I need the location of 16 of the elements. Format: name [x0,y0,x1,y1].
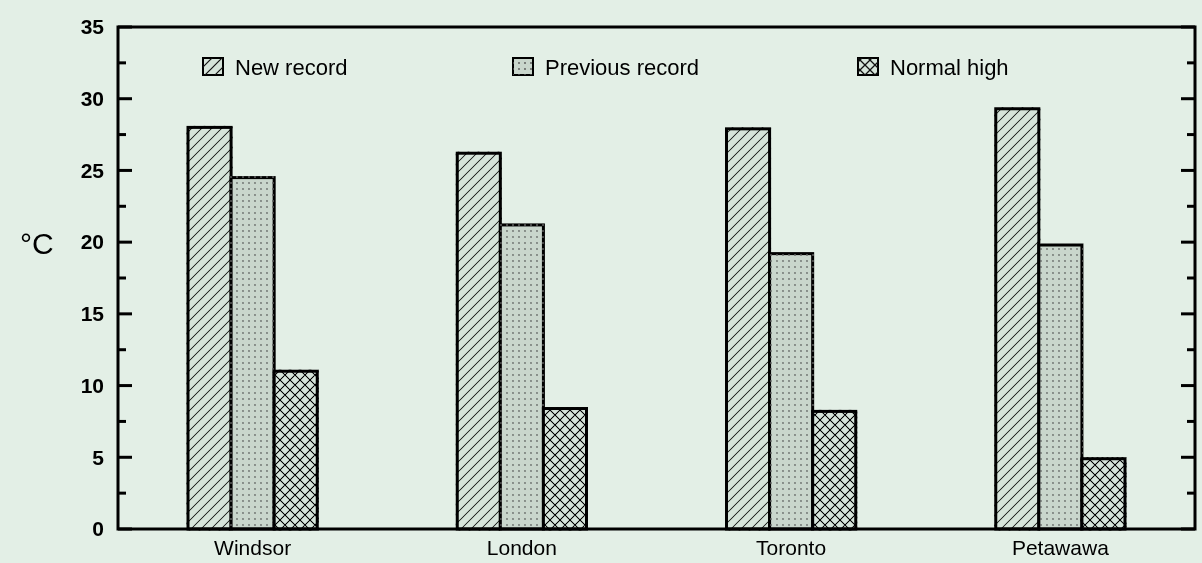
y-tick-label: 15 [80,302,105,326]
legend-label: Normal high [890,54,1009,80]
y-tick-label: 10 [80,373,104,397]
x-tick-label: Windsor [214,536,292,559]
x-tick-label: Petawawa [1011,536,1110,559]
y-axis-title: °C [20,227,54,261]
legend-label: Previous record [545,54,700,80]
y-tick-label: 30 [80,87,104,111]
y-tick-label: 25 [80,158,105,182]
x-tick-label: Toronto [756,536,827,559]
x-tick-label: London [486,536,557,559]
y-tick-label: 20 [80,230,104,254]
y-tick-label: 5 [92,445,105,469]
legend-label: New record [235,54,348,80]
y-tick-label: 0 [92,517,104,541]
y-tick-label: 35 [80,15,105,39]
